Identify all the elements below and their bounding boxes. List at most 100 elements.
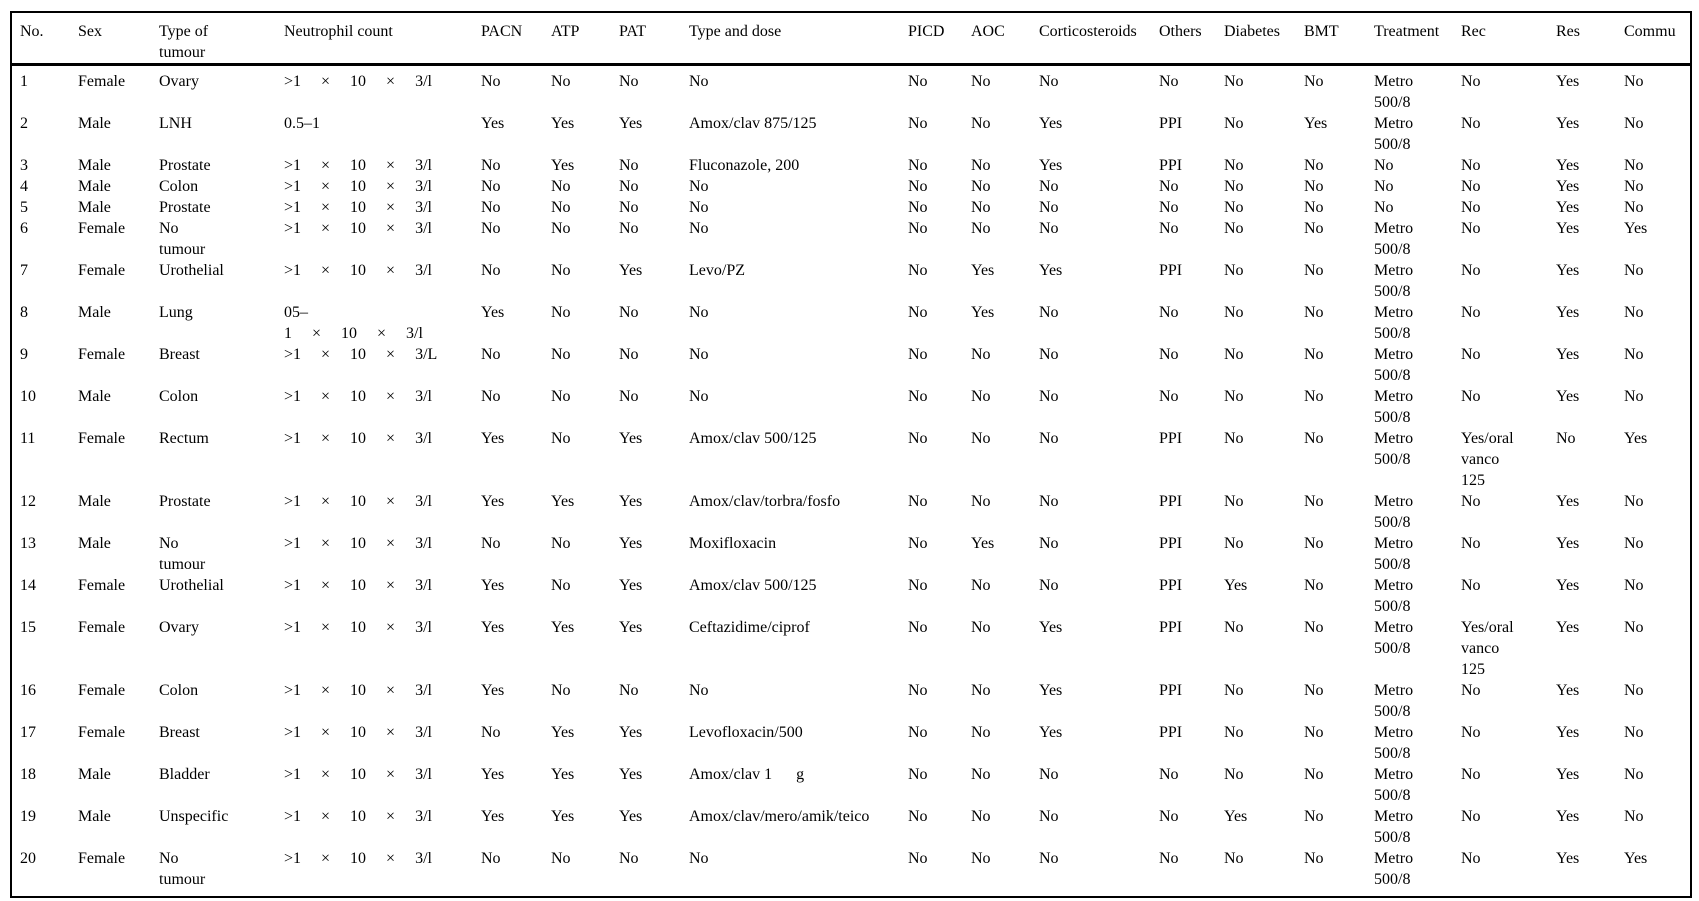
cell-no: 8 <box>20 304 28 321</box>
cell-atp: No <box>551 430 571 447</box>
column-header-diabetes: Diabetes <box>1224 12 1304 66</box>
cell-rec: Yes/oral vanco 125 <box>1461 619 1514 678</box>
cell-sex: Female <box>78 577 126 594</box>
cell-sex: Male <box>78 115 111 132</box>
cell-tumour: Colon <box>159 178 199 195</box>
cell-no: 13 <box>20 535 36 552</box>
cell-commu: No <box>1624 808 1644 825</box>
cell-sex: Female <box>78 220 126 237</box>
cell-aoc: No <box>971 178 991 195</box>
cell-neutrophil: 0.5–1 <box>284 115 320 132</box>
cell-treatment: Metro 500/8 <box>1374 766 1414 804</box>
cell-type_dose: No <box>689 199 709 216</box>
cell-atp: Yes <box>551 157 575 174</box>
cell-pacn: Yes <box>481 619 505 636</box>
cell-aoc: No <box>971 808 991 825</box>
cell-no: 6 <box>20 220 28 237</box>
cell-treatment: No <box>1374 178 1394 195</box>
column-header-aoc: AOC <box>971 12 1039 66</box>
cell-treatment: Metro 500/8 <box>1374 220 1414 258</box>
cell-others: No <box>1159 304 1179 321</box>
cell-rec: No <box>1461 724 1481 741</box>
cell-aoc: No <box>971 493 991 510</box>
cell-neutrophil: >1 × 10 × 3/l <box>284 178 432 195</box>
cell-diabetes: No <box>1224 766 1244 783</box>
cell-bmt: No <box>1304 493 1324 510</box>
cell-atp: No <box>551 304 571 321</box>
cell-sex: Female <box>78 850 126 867</box>
cell-diabetes: No <box>1224 73 1244 90</box>
cell-pat: Yes <box>619 577 643 594</box>
cell-atp: No <box>551 682 571 699</box>
cell-picd: No <box>908 493 928 510</box>
cell-rec: No <box>1461 220 1481 237</box>
cell-others: No <box>1159 850 1179 867</box>
cell-bmt: No <box>1304 577 1324 594</box>
cell-pat: No <box>619 157 639 174</box>
cell-tumour: No tumour <box>159 535 206 573</box>
cell-sex: Female <box>78 73 126 90</box>
cell-aoc: No <box>971 619 991 636</box>
cell-pacn: Yes <box>481 766 505 783</box>
cell-pat: No <box>619 199 639 216</box>
cell-aoc: No <box>971 766 991 783</box>
cell-sex: Male <box>78 535 111 552</box>
table-row: 7 Female Urothelial >1 × 10 × 3/l No No Yes Lev… <box>11 260 1691 302</box>
cell-diabetes: No <box>1224 724 1244 741</box>
cell-neutrophil: >1 × 10 × 3/l <box>284 262 432 279</box>
table-row: 9 Female Breast >1 × 10 × 3/L No No No No No No No… <box>11 344 1691 386</box>
cell-type_dose: No <box>689 682 709 699</box>
cell-type_dose: No <box>689 388 709 405</box>
cell-sex: Male <box>78 304 111 321</box>
cell-diabetes: No <box>1224 220 1244 237</box>
cell-type_dose: No <box>689 220 709 237</box>
table-row: 3 Male Prostate >1 × 10 × 3/l No Yes No Flucona… <box>11 155 1691 176</box>
cell-cortico: No <box>1039 808 1059 825</box>
cell-commu: Yes <box>1624 220 1648 237</box>
cell-res: Yes <box>1556 493 1580 510</box>
cell-type_dose: No <box>689 178 709 195</box>
cell-aoc: Yes <box>971 304 995 321</box>
cell-atp: Yes <box>551 724 575 741</box>
cell-res: Yes <box>1556 808 1580 825</box>
cell-tumour: Prostate <box>159 493 211 510</box>
cell-neutrophil: >1 × 10 × 3/l <box>284 808 432 825</box>
cell-no: 19 <box>20 808 36 825</box>
cell-diabetes: No <box>1224 157 1244 174</box>
cell-others: No <box>1159 199 1179 216</box>
cell-no: 18 <box>20 766 36 783</box>
cell-sex: Male <box>78 493 111 510</box>
cell-sex: Female <box>78 724 126 741</box>
cell-atp: Yes <box>551 808 575 825</box>
cell-commu: No <box>1624 178 1644 195</box>
cell-no: 11 <box>20 430 36 447</box>
cell-sex: Female <box>78 619 126 636</box>
cell-no: 5 <box>20 199 28 216</box>
cell-res: Yes <box>1556 304 1580 321</box>
cell-commu: No <box>1624 157 1644 174</box>
table-row: 18 Male Bladder >1 × 10 × 3/l Yes Yes Yes Amox/… <box>11 764 1691 806</box>
cell-others: PPI <box>1159 430 1183 447</box>
cell-type_dose: No <box>689 850 709 867</box>
cell-cortico: No <box>1039 766 1059 783</box>
cell-aoc: No <box>971 220 991 237</box>
cell-treatment: No <box>1374 157 1394 174</box>
cell-sex: Male <box>78 388 111 405</box>
cell-rec: No <box>1461 388 1481 405</box>
cell-pacn: No <box>481 220 501 237</box>
cell-rec: No <box>1461 346 1481 363</box>
cell-atp: Yes <box>551 115 575 132</box>
cell-cortico: No <box>1039 73 1059 90</box>
cell-picd: No <box>908 535 928 552</box>
cell-tumour: Breast <box>159 724 200 741</box>
cell-rec: Yes/oral vanco 125 <box>1461 430 1514 489</box>
cell-tumour: Prostate <box>159 199 211 216</box>
cell-tumour: Rectum <box>159 430 209 447</box>
cell-cortico: No <box>1039 346 1059 363</box>
table-row: 2 Male LNH 0.5–1 Yes Yes Yes Amox/clav 875/125 N… <box>11 113 1691 155</box>
cell-commu: No <box>1624 388 1644 405</box>
cell-pat: Yes <box>619 262 643 279</box>
cell-diabetes: No <box>1224 493 1244 510</box>
cell-bmt: No <box>1304 346 1324 363</box>
cell-bmt: No <box>1304 262 1324 279</box>
